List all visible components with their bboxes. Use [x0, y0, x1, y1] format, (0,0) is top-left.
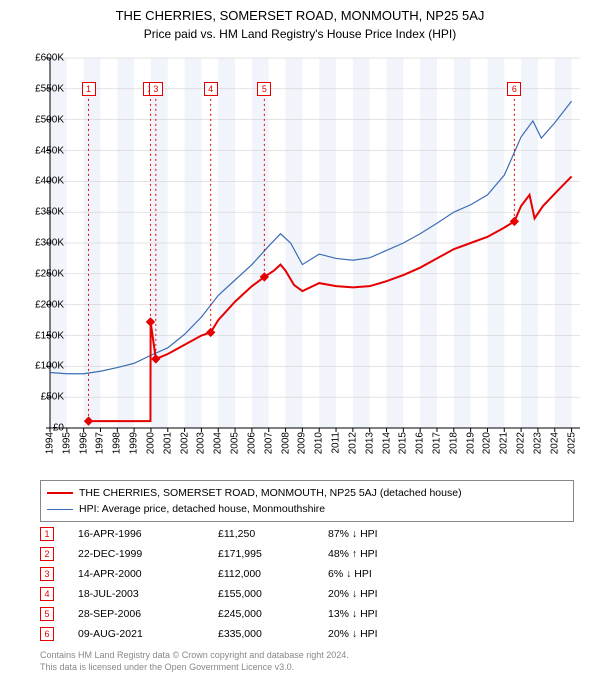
- footer-line-1: Contains HM Land Registry data © Crown c…: [40, 650, 349, 662]
- sale-price: £112,000: [218, 568, 328, 580]
- sale-marker-box: 5: [257, 82, 271, 96]
- y-tick-label: £300K: [35, 238, 64, 249]
- sale-marker-box: 3: [149, 82, 163, 96]
- x-tick-label: 2024: [549, 432, 560, 454]
- x-tick-label: 2019: [465, 432, 476, 454]
- x-tick-label: 1998: [112, 432, 123, 454]
- x-tick-label: 2021: [499, 432, 510, 454]
- sale-diff: 20% ↓ HPI: [328, 588, 448, 600]
- sale-date: 16-APR-1996: [78, 528, 218, 540]
- sales-table-row: 6 09-AUG-2021£335,00020% ↓ HPI: [40, 624, 448, 644]
- x-tick-label: 2014: [381, 432, 392, 454]
- y-tick-label: £150K: [35, 330, 64, 341]
- sale-date: 09-AUG-2021: [78, 628, 218, 640]
- chart-plot: [0, 8, 600, 478]
- x-tick-label: 2005: [230, 432, 241, 454]
- y-tick-label: £200K: [35, 299, 64, 310]
- sale-marker-icon: 3: [40, 567, 54, 581]
- x-tick-label: 2015: [398, 432, 409, 454]
- x-tick-label: 2018: [448, 432, 459, 454]
- legend-label: HPI: Average price, detached house, Monm…: [79, 503, 325, 515]
- x-tick-label: 2023: [532, 432, 543, 454]
- x-tick-label: 2010: [314, 432, 325, 454]
- sale-marker-icon: 4: [40, 587, 54, 601]
- x-tick-label: 1995: [61, 432, 72, 454]
- y-tick-label: £100K: [35, 361, 64, 372]
- sale-diff: 20% ↓ HPI: [328, 628, 448, 640]
- x-tick-label: 2007: [263, 432, 274, 454]
- legend-swatch: [47, 492, 73, 494]
- sale-price: £155,000: [218, 588, 328, 600]
- sale-diff: 48% ↑ HPI: [328, 548, 448, 560]
- y-tick-label: £550K: [35, 83, 64, 94]
- x-tick-label: 2025: [566, 432, 577, 454]
- sale-diff: 13% ↓ HPI: [328, 608, 448, 620]
- y-tick-label: £50K: [41, 392, 64, 403]
- sales-table-row: 4 18-JUL-2003£155,00020% ↓ HPI: [40, 584, 448, 604]
- legend-label: THE CHERRIES, SOMERSET ROAD, MONMOUTH, N…: [79, 487, 462, 499]
- x-tick-label: 2020: [482, 432, 493, 454]
- sale-marker-icon: 6: [40, 627, 54, 641]
- sale-price: £335,000: [218, 628, 328, 640]
- y-tick-label: £350K: [35, 207, 64, 218]
- y-tick-label: £450K: [35, 145, 64, 156]
- sales-table-row: 3 14-APR-2000£112,0006% ↓ HPI: [40, 564, 448, 584]
- y-tick-label: £500K: [35, 114, 64, 125]
- sale-price: £245,000: [218, 608, 328, 620]
- x-tick-label: 2016: [415, 432, 426, 454]
- sale-date: 22-DEC-1999: [78, 548, 218, 560]
- x-tick-label: 2017: [431, 432, 442, 454]
- legend-swatch: [47, 509, 73, 510]
- legend-row: HPI: Average price, detached house, Monm…: [47, 501, 567, 517]
- x-tick-label: 2001: [162, 432, 173, 454]
- x-tick-label: 2003: [196, 432, 207, 454]
- x-tick-label: 2011: [331, 432, 342, 454]
- x-tick-label: 1996: [78, 432, 89, 454]
- sale-marker-box: 4: [204, 82, 218, 96]
- sale-marker-icon: 5: [40, 607, 54, 621]
- sales-table-row: 1 16-APR-1996£11,25087% ↓ HPI: [40, 524, 448, 544]
- sale-date: 28-SEP-2006: [78, 608, 218, 620]
- x-tick-label: 2002: [179, 432, 190, 454]
- sales-table-row: 2 22-DEC-1999£171,99548% ↑ HPI: [40, 544, 448, 564]
- price-chart-container: THE CHERRIES, SOMERSET ROAD, MONMOUTH, N…: [0, 8, 600, 688]
- sales-table-row: 5 28-SEP-2006£245,00013% ↓ HPI: [40, 604, 448, 624]
- y-tick-label: £250K: [35, 268, 64, 279]
- sale-marker-icon: 1: [40, 527, 54, 541]
- sale-marker-box: 6: [507, 82, 521, 96]
- x-tick-label: 2006: [246, 432, 257, 454]
- legend: THE CHERRIES, SOMERSET ROAD, MONMOUTH, N…: [40, 480, 574, 522]
- x-tick-label: 2012: [347, 432, 358, 454]
- footer-line-2: This data is licensed under the Open Gov…: [40, 662, 349, 674]
- footer-attribution: Contains HM Land Registry data © Crown c…: [40, 650, 349, 673]
- x-tick-label: 2004: [213, 432, 224, 454]
- sale-diff: 87% ↓ HPI: [328, 528, 448, 540]
- x-tick-label: 2022: [516, 432, 527, 454]
- sales-table: 1 16-APR-1996£11,25087% ↓ HPI 2 22-DEC-1999…: [40, 524, 448, 644]
- x-tick-label: 2009: [297, 432, 308, 454]
- x-tick-label: 2013: [364, 432, 375, 454]
- x-tick-label: 1997: [95, 432, 106, 454]
- x-tick-label: 1994: [45, 432, 56, 454]
- sale-diff: 6% ↓ HPI: [328, 568, 448, 580]
- x-tick-label: 2000: [145, 432, 156, 454]
- x-tick-label: 1999: [129, 432, 140, 454]
- y-tick-label: £400K: [35, 176, 64, 187]
- y-tick-label: £600K: [35, 53, 64, 64]
- sale-date: 14-APR-2000: [78, 568, 218, 580]
- sale-marker-box: 1: [82, 82, 96, 96]
- x-tick-label: 2008: [280, 432, 291, 454]
- sale-price: £11,250: [218, 528, 328, 540]
- sale-date: 18-JUL-2003: [78, 588, 218, 600]
- legend-row: THE CHERRIES, SOMERSET ROAD, MONMOUTH, N…: [47, 485, 567, 501]
- sale-price: £171,995: [218, 548, 328, 560]
- sale-marker-icon: 2: [40, 547, 54, 561]
